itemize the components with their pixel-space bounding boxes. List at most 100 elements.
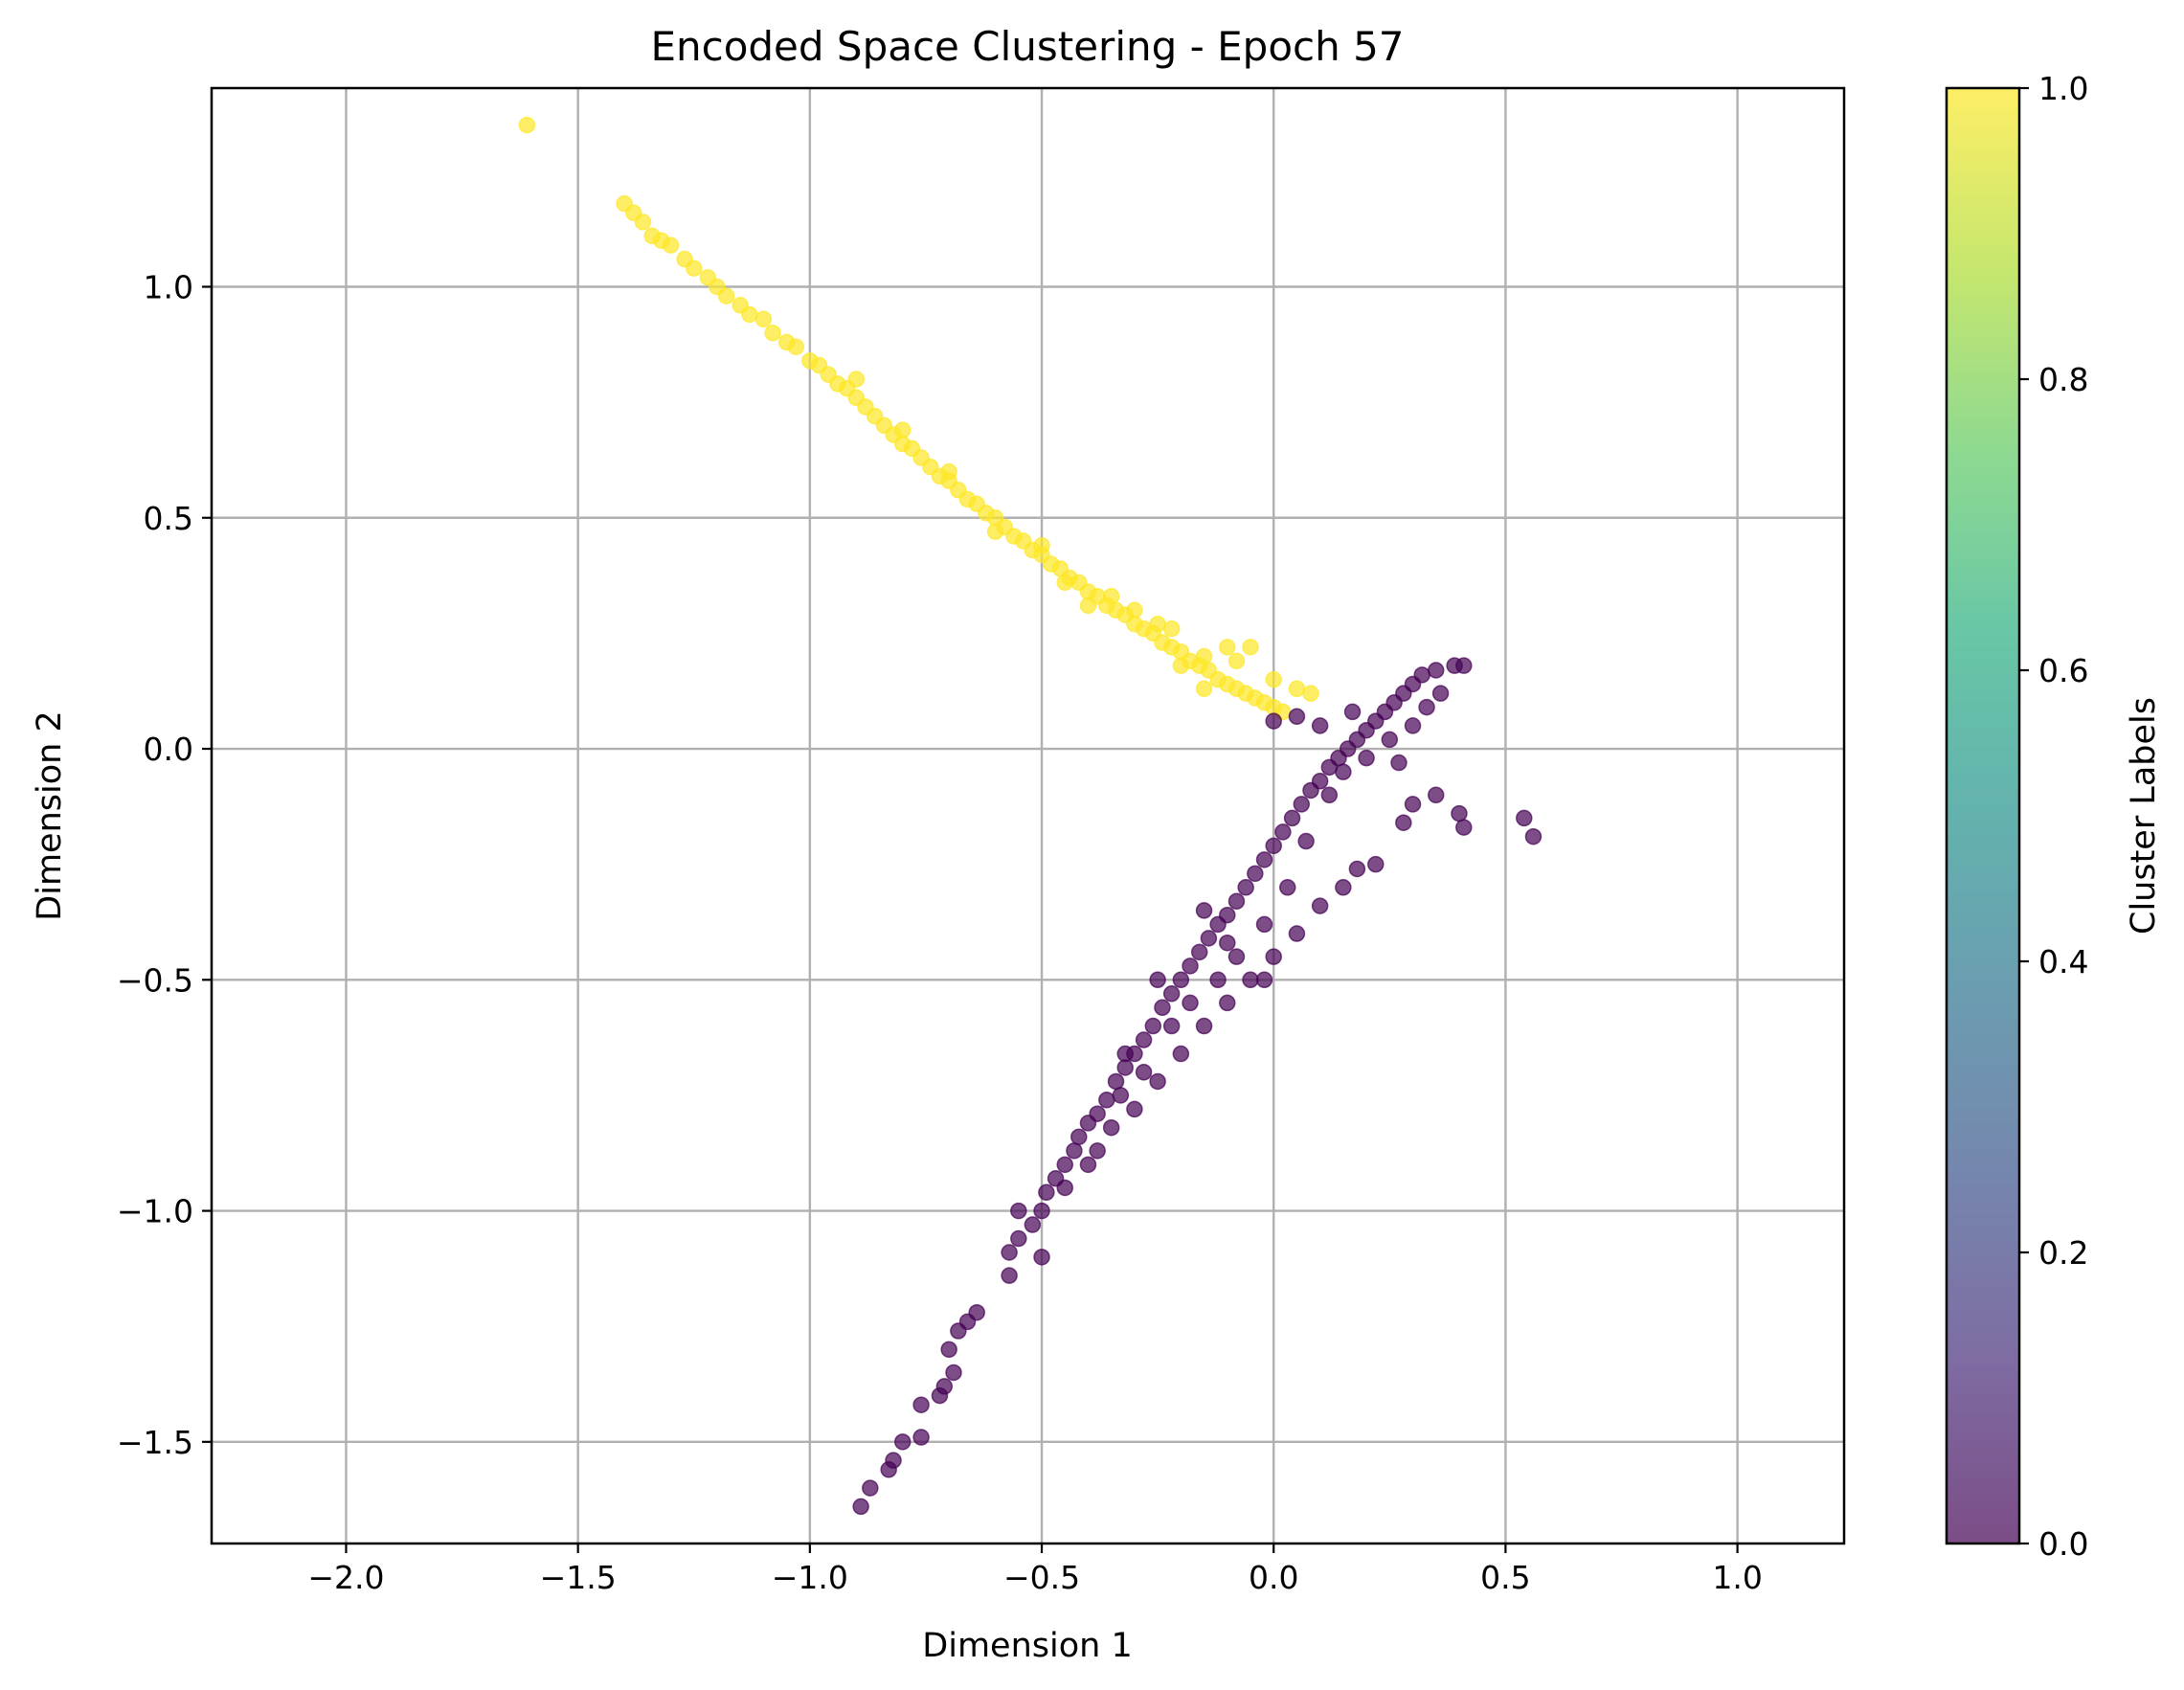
scatter-point: [1162, 620, 1181, 638]
scatter-point: [1302, 685, 1319, 702]
scatter-point: [717, 287, 735, 304]
scatter-point: [1288, 708, 1306, 726]
scatter-point: [945, 1363, 962, 1382]
y-tick-label: −1.5: [117, 1424, 193, 1461]
scatter-point: [1265, 670, 1282, 688]
scatter-point: [1149, 615, 1166, 633]
scatter-point: [1288, 925, 1306, 942]
scatter-point: [1265, 837, 1282, 855]
colorbar-tick-label: 0.6: [2038, 652, 2088, 689]
scatter-point: [1431, 685, 1450, 702]
colorbar-label: Cluster Labels: [2125, 697, 2163, 935]
scatter-point: [847, 371, 866, 388]
scatter-point: [1010, 1202, 1027, 1220]
scatter-point: [1033, 1249, 1050, 1266]
scatter-point: [1116, 1045, 1134, 1063]
grid-lines: [212, 88, 1844, 1544]
scatter-point: [1247, 865, 1264, 883]
scatter-point: [787, 338, 805, 355]
scatter-point: [1390, 754, 1407, 772]
x-axis-label: Dimension 1: [922, 1627, 1132, 1665]
scatter-point: [1348, 860, 1366, 878]
scatter-point: [1524, 827, 1542, 845]
scatter-point: [1112, 1087, 1130, 1104]
x-tick-label: 1.0: [1712, 1559, 1762, 1596]
scatter-point: [1418, 698, 1435, 716]
x-tick-label: 0.0: [1249, 1559, 1298, 1596]
scatter-point: [1381, 731, 1399, 749]
y-tick-label: 0.0: [144, 731, 193, 768]
scatter-point: [1279, 879, 1296, 896]
scatter-point: [1056, 1156, 1073, 1174]
scatter-point: [1293, 796, 1311, 813]
scatter-point: [862, 1479, 879, 1497]
scatter-point: [1089, 1105, 1106, 1122]
scatter-point: [1311, 773, 1329, 790]
scatter-point: [1102, 1118, 1120, 1137]
scatter-point: [893, 421, 912, 439]
scatter-point: [1320, 786, 1339, 804]
scatter-point: [1098, 1092, 1115, 1109]
scatter-point: [1404, 796, 1422, 813]
scatter-point: [1135, 1031, 1153, 1048]
scatter-point: [1172, 971, 1190, 989]
scatter-point: [1182, 994, 1199, 1012]
scatter-point: [1219, 639, 1236, 656]
scatter-series: [852, 657, 1542, 1516]
scatter-point: [1102, 588, 1120, 605]
x-tick-label: −1.0: [772, 1559, 848, 1596]
scatter-point: [1265, 948, 1282, 965]
scatter-point: [1200, 930, 1218, 947]
colorbar-tick-label: 1.0: [2038, 70, 2088, 107]
scatter-point: [1219, 994, 1236, 1012]
scatter-point: [1162, 985, 1181, 1003]
scatter-point: [1089, 1142, 1106, 1160]
scatter-point: [1033, 536, 1050, 554]
scatter-point: [1227, 948, 1246, 965]
x-tick-label: 0.5: [1480, 1559, 1530, 1596]
scatter-point: [1237, 879, 1254, 896]
scatter-point: [1190, 943, 1208, 961]
scatter-point: [1038, 1183, 1055, 1202]
scatter-point: [754, 310, 773, 328]
scatter-point: [1126, 601, 1143, 620]
scatter-point: [1297, 832, 1315, 850]
scatter-point: [1311, 717, 1329, 734]
scatter-point: [1335, 879, 1352, 896]
colorbar-tick-label: 0.0: [2038, 1525, 2088, 1563]
scatter-point: [1195, 680, 1213, 698]
scatter-point: [1219, 934, 1236, 952]
scatter-point: [1255, 971, 1273, 989]
chart-title: Encoded Space Clustering - Epoch 57: [650, 23, 1404, 70]
scatter-point: [1070, 1128, 1088, 1146]
scatter-point: [1335, 763, 1352, 780]
y-tick-label: 0.5: [144, 500, 193, 537]
scatter-point: [1404, 717, 1422, 734]
scatter-point: [885, 1452, 902, 1469]
scatter-point: [741, 305, 758, 324]
scatter-point: [1255, 851, 1273, 868]
scatter-point: [1219, 906, 1236, 924]
scatter-point: [1283, 809, 1301, 827]
x-axis-ticks: −2.0 −1.5 −1.0 −0.5 0.0 0.5 1.0: [307, 1544, 1763, 1596]
scatter-point: [1413, 666, 1430, 684]
colorbar-tick-label: 0.8: [2038, 361, 2088, 398]
scatter-point: [1172, 1045, 1190, 1063]
scatter-point: [1135, 1064, 1153, 1081]
scatter-series: [518, 116, 1319, 721]
colorbar-tick-label: 0.4: [2038, 943, 2088, 980]
scatter-point: [1024, 1216, 1042, 1233]
scatter-point: [1455, 819, 1473, 836]
y-tick-label: 1.0: [144, 268, 193, 305]
scatter-point: [1079, 1156, 1097, 1174]
scatter-point: [1274, 823, 1292, 841]
scatter-point: [1195, 902, 1213, 919]
scatter-point: [764, 324, 781, 342]
scatter-point: [986, 523, 1004, 540]
scatter-point: [940, 462, 957, 481]
x-tick-label: −2.0: [307, 1559, 384, 1596]
scatter-point: [1154, 999, 1171, 1017]
x-tick-label: −0.5: [1003, 1559, 1080, 1596]
scatter-point: [1209, 971, 1227, 989]
y-tick-label: −1.0: [117, 1193, 193, 1230]
